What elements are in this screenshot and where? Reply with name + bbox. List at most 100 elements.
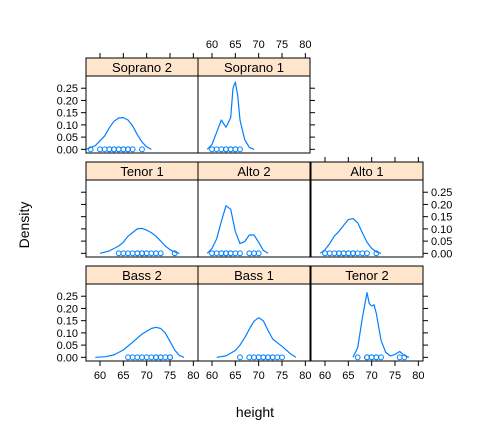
data-point xyxy=(125,146,131,153)
data-point xyxy=(143,250,150,257)
data-point xyxy=(401,354,408,361)
panel-strip-label: Tenor 1 xyxy=(120,164,163,179)
density-curve xyxy=(319,218,382,254)
x-tick-label: 80 xyxy=(412,370,424,382)
panel-soprano-1: Soprano 1 xyxy=(197,57,311,154)
data-point xyxy=(213,146,220,153)
panel-strip-label: Soprano 2 xyxy=(112,60,172,75)
data-point xyxy=(139,354,145,361)
data-point xyxy=(129,146,136,153)
panel-strip-label: Tenor 2 xyxy=(345,268,388,283)
data-point xyxy=(251,250,257,257)
data-point xyxy=(148,354,155,361)
panel-tenor-1: Tenor 1 xyxy=(85,161,199,258)
data-point xyxy=(125,354,131,361)
x-tick-label: 75 xyxy=(164,370,176,382)
x-tick-label: 60 xyxy=(206,39,218,51)
panel-strip-label: Alto 2 xyxy=(237,164,270,179)
y-tick-label: 0.15 xyxy=(431,212,452,224)
data-point xyxy=(237,146,243,153)
panel-tenor-2: Tenor 2 xyxy=(310,265,424,362)
data-point xyxy=(157,250,164,257)
data-point xyxy=(260,354,267,361)
data-point xyxy=(157,354,164,361)
x-tick-label: 70 xyxy=(253,370,265,382)
density-curve xyxy=(206,81,255,150)
data-point xyxy=(237,354,243,361)
data-point xyxy=(139,146,145,153)
density-curve xyxy=(216,317,297,358)
data-point xyxy=(350,250,356,257)
data-point xyxy=(232,250,239,257)
data-point xyxy=(120,146,127,153)
panel-strip-label: Bass 1 xyxy=(234,268,274,283)
data-point xyxy=(148,250,155,257)
data-point xyxy=(373,354,380,361)
data-point xyxy=(368,354,375,361)
x-tick-label: 80 xyxy=(299,39,311,51)
data-point xyxy=(378,354,384,361)
x-tick-label: 65 xyxy=(229,370,241,382)
x-tick-label: 70 xyxy=(141,370,153,382)
density-curve xyxy=(85,116,152,150)
data-point xyxy=(269,354,276,361)
data-point xyxy=(139,250,145,257)
data-point xyxy=(237,250,243,257)
panel-frame xyxy=(197,283,311,362)
data-point xyxy=(274,354,281,361)
data-point xyxy=(209,146,215,153)
x-tick-label: 80 xyxy=(299,370,311,382)
x-tick-label: 70 xyxy=(366,370,378,382)
panel-frame xyxy=(310,283,424,362)
data-point xyxy=(326,250,333,257)
data-point xyxy=(364,250,370,257)
panel-alto-2: Alto 2 xyxy=(197,161,311,258)
data-point xyxy=(101,146,108,153)
data-point xyxy=(340,250,347,257)
panel-soprano-2: Soprano 2 xyxy=(85,57,199,154)
axes-layer: 60 65 70 75 80 60 65 70 75 80 60 65 70 75 80 60 65 70 75 80… xyxy=(57,39,453,382)
data-point xyxy=(265,354,271,361)
data-point xyxy=(251,354,257,361)
x-tick-label: 75 xyxy=(276,39,288,51)
y-tick-label: 0.20 xyxy=(57,303,78,315)
data-point xyxy=(171,250,178,257)
y-tick-label: 0.05 xyxy=(57,132,78,144)
data-point xyxy=(115,250,122,257)
panel-frame xyxy=(197,75,311,154)
x-tick-label: 75 xyxy=(276,370,288,382)
panel-frame xyxy=(197,179,311,258)
x-tick-label: 65 xyxy=(229,39,241,51)
data-point xyxy=(255,354,262,361)
y-tick-label: 0.20 xyxy=(57,95,78,107)
data-point xyxy=(255,250,262,257)
x-tick-label: 60 xyxy=(206,370,218,382)
y-tick-label: 0.15 xyxy=(57,316,78,328)
data-point xyxy=(279,354,285,361)
density-curve xyxy=(352,292,410,358)
data-point xyxy=(246,354,253,361)
y-tick-label: 0.10 xyxy=(431,224,452,236)
data-point xyxy=(232,146,239,153)
panel-bass-1: Bass 1 xyxy=(197,265,311,362)
y-tick-label: 0.10 xyxy=(57,328,78,340)
data-point xyxy=(223,250,229,257)
data-point xyxy=(345,250,352,257)
x-tick-label: 60 xyxy=(94,370,106,382)
x-tick-label: 65 xyxy=(342,370,354,382)
x-tick-label: 60 xyxy=(319,370,331,382)
data-point xyxy=(125,250,131,257)
panel-frame xyxy=(85,179,199,258)
data-point xyxy=(167,354,173,361)
data-point xyxy=(336,250,342,257)
panel-bass-2: Bass 2 xyxy=(85,265,199,362)
data-point xyxy=(227,146,234,153)
data-point xyxy=(120,250,127,257)
data-point xyxy=(223,146,229,153)
panel-frame xyxy=(85,283,199,362)
y-tick-label: 0.05 xyxy=(431,236,452,248)
density-curve xyxy=(95,326,185,358)
data-point xyxy=(354,250,361,257)
density-curve xyxy=(99,227,180,254)
